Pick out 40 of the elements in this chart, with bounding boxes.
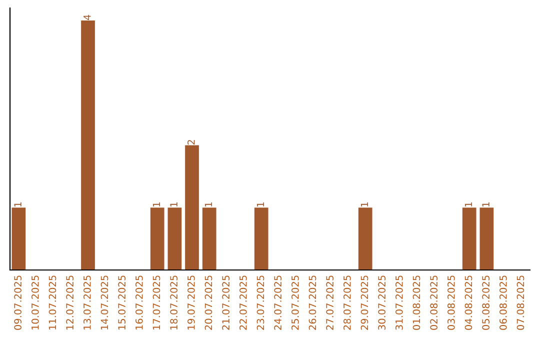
x-tick-label: 01.08.2025 [412, 276, 420, 330]
x-tick-label: 26.07.2025 [308, 276, 316, 330]
x-tick-label: 07.08.2025 [516, 276, 524, 330]
x-tick-label: 11.07.2025 [48, 276, 56, 330]
data-label: 1 [152, 202, 160, 207]
x-tick-label: 31.07.2025 [395, 276, 403, 330]
data-label: 1 [256, 202, 264, 207]
data-label: 1 [482, 202, 490, 207]
data-label: 1 [14, 202, 22, 207]
x-tick-label: 13.07.2025 [83, 276, 91, 330]
data-label: 1 [464, 202, 472, 207]
data-label: 1 [170, 202, 178, 207]
x-tick-label: 12.07.2025 [66, 276, 74, 330]
x-tick-label: 28.07.2025 [343, 276, 351, 330]
x-tick-label: 29.07.2025 [360, 276, 368, 330]
x-tick-label: 15.07.2025 [118, 276, 126, 330]
x-tick-label: 19.07.2025 [187, 276, 195, 330]
data-label: 1 [360, 202, 368, 207]
data-label: 4 [84, 14, 91, 20]
data-label: 2 [187, 140, 195, 145]
x-tick-label: 20.07.2025 [204, 276, 212, 330]
x-tick-label: 03.08.2025 [447, 276, 455, 330]
x-tick-label: 25.07.2025 [291, 276, 299, 330]
x-tick-label: 10.07.2025 [31, 276, 39, 330]
x-tick-label: 02.08.2025 [430, 276, 438, 330]
x-tick-label: 14.07.2025 [100, 276, 108, 330]
x-tick-label: 21.07.2025 [222, 276, 230, 330]
x-tick-label: 22.07.2025 [239, 276, 247, 330]
x-tick-label: 09.07.2025 [14, 276, 22, 330]
x-tick-label: 05.08.2025 [482, 276, 490, 330]
x-tick-label: 30.07.2025 [378, 276, 386, 330]
x-tick-label: 16.07.2025 [135, 276, 143, 330]
x-tick-label: 23.07.2025 [256, 276, 264, 330]
x-tick-label: 06.08.2025 [499, 276, 507, 330]
x-tick-label: 17.07.2025 [152, 276, 160, 330]
x-tick-label: 04.08.2025 [464, 276, 472, 330]
x-tick-label: 24.07.2025 [274, 276, 282, 330]
x-tick-label: 18.07.2025 [170, 276, 178, 330]
x-tick-label: 27.07.2025 [326, 276, 334, 330]
data-label: 1 [204, 202, 212, 207]
